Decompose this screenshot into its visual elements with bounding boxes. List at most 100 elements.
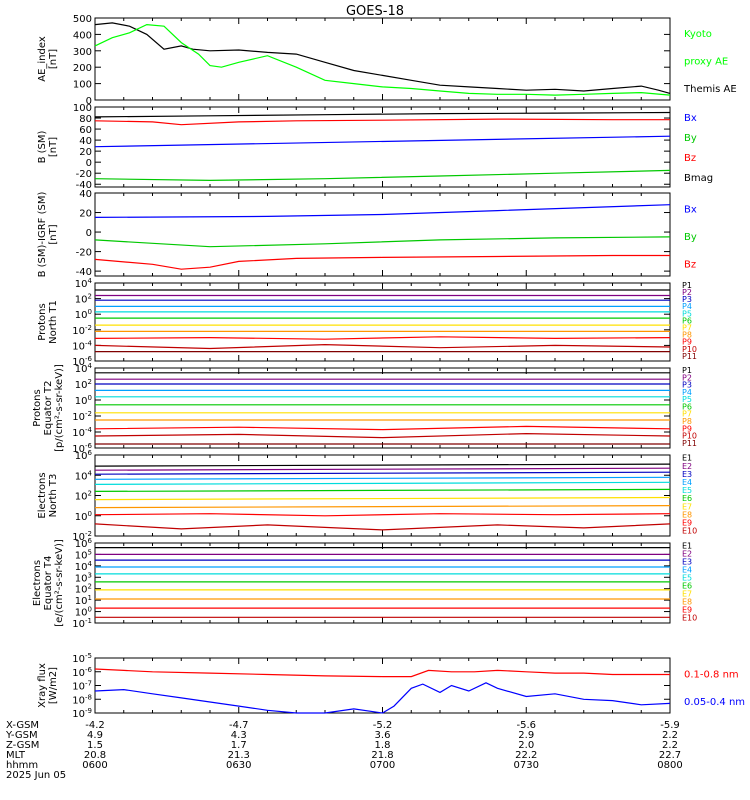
legend-label: E9 bbox=[682, 518, 692, 527]
legend-label: E5 bbox=[682, 574, 692, 583]
y-tick-label: 10-4 bbox=[72, 339, 92, 352]
legend-label: P6 bbox=[682, 316, 692, 325]
series-line-p9 bbox=[94, 425, 671, 431]
legend-label: P2 bbox=[682, 288, 692, 297]
series-line-0-05-0-4-nm bbox=[94, 682, 671, 714]
series-line-by bbox=[94, 169, 671, 182]
series-line-e7 bbox=[94, 496, 671, 501]
legend-label: 0.1-0.8 nm bbox=[684, 669, 739, 680]
orbit-value: 4.9 bbox=[87, 730, 103, 741]
y-tick-label: 102 bbox=[75, 583, 92, 596]
legend-label: Bz bbox=[684, 260, 696, 271]
y-tick-label: 20 bbox=[79, 209, 92, 220]
y-tick-label: 80 bbox=[79, 114, 92, 125]
y-tick-label: 104 bbox=[75, 277, 93, 290]
y-tick-label: 106 bbox=[75, 537, 93, 550]
legend-label: P11 bbox=[682, 439, 697, 448]
y-axis-label: Equator T2 bbox=[43, 381, 54, 436]
legend-label: E2 bbox=[682, 462, 692, 471]
series-line-p10 bbox=[94, 343, 671, 350]
y-axis-label: Equator T4 bbox=[43, 556, 54, 611]
legend-label: P1 bbox=[682, 366, 692, 375]
orbit-value: 2.2 bbox=[662, 730, 678, 741]
series-line-e8 bbox=[94, 505, 671, 509]
legend-label: E10 bbox=[682, 614, 697, 623]
legend-label: E8 bbox=[682, 598, 692, 607]
y-axis-label: North T1 bbox=[48, 300, 59, 344]
legend-label: E10 bbox=[682, 527, 697, 536]
y-tick-label: 10-7 bbox=[72, 680, 92, 693]
y-tick-label: 100 bbox=[73, 103, 92, 114]
y-tick-label: 100 bbox=[75, 606, 92, 619]
legend-label: Bmag bbox=[684, 173, 713, 184]
y-tick-label: 10-2 bbox=[72, 324, 92, 337]
legend-label: P9 bbox=[682, 424, 692, 433]
y-tick-label: -20 bbox=[76, 169, 92, 180]
y-tick-label: 10-4 bbox=[72, 426, 92, 439]
y-axis-label: [W/m2] bbox=[48, 667, 59, 704]
legend-label: Bz bbox=[684, 153, 696, 164]
orbit-value: -5.2 bbox=[373, 720, 393, 731]
y-tick-label: 105 bbox=[75, 548, 92, 561]
panel-frame bbox=[94, 282, 671, 362]
orbit-row-label: X-GSM bbox=[6, 720, 39, 731]
series-line-e1 bbox=[94, 463, 671, 467]
y-tick-label: 102 bbox=[75, 293, 92, 306]
y-tick-label: 10-2 bbox=[72, 410, 92, 423]
orbit-value: 21.8 bbox=[371, 750, 393, 761]
orbit-value: 2.0 bbox=[518, 740, 534, 751]
y-axis-label: B (SM)-IGRF (SM) bbox=[37, 192, 48, 278]
legend-label: proxy AE bbox=[684, 56, 728, 67]
y-tick-label: 104 bbox=[75, 469, 93, 482]
orbit-value: 4.3 bbox=[231, 730, 247, 741]
panel-frame bbox=[94, 657, 671, 714]
y-tick-label: 200 bbox=[73, 63, 92, 74]
legend-label: P2 bbox=[682, 373, 692, 382]
legend-label: P4 bbox=[682, 388, 692, 397]
legend-label: P8 bbox=[682, 331, 692, 340]
y-tick-label: 40 bbox=[79, 136, 92, 147]
orbit-value: 1.5 bbox=[87, 740, 103, 751]
y-tick-label: 104 bbox=[75, 362, 93, 375]
series-line-bmag bbox=[94, 111, 671, 118]
series-line-by bbox=[94, 236, 671, 248]
legend-label: P8 bbox=[682, 417, 692, 426]
y-tick-label: 10-6 bbox=[72, 666, 92, 679]
y-axis-label: Electrons bbox=[37, 472, 48, 518]
legend-label: P11 bbox=[682, 352, 697, 361]
orbit-value: 0730 bbox=[514, 760, 539, 771]
orbit-row-label: Z-GSM bbox=[6, 740, 39, 751]
legend-label: P9 bbox=[682, 338, 692, 347]
legend-label: Themis AE bbox=[683, 84, 737, 95]
series-line-p9 bbox=[94, 336, 671, 340]
legend-label: By bbox=[684, 232, 697, 243]
series-line-bx bbox=[94, 204, 671, 218]
y-axis-label: [nT] bbox=[48, 49, 59, 69]
series-line-0-1-0-8-nm bbox=[94, 668, 670, 678]
y-tick-label: 40 bbox=[79, 189, 92, 200]
series-line-e3 bbox=[94, 471, 671, 475]
series-line-e5 bbox=[94, 481, 671, 485]
orbit-value: 2.9 bbox=[518, 730, 534, 741]
y-tick-label: 0 bbox=[86, 228, 92, 239]
legend-label: E8 bbox=[682, 510, 692, 519]
panel-frame bbox=[94, 17, 671, 101]
y-tick-label: 104 bbox=[75, 560, 93, 573]
legend-label: P5 bbox=[682, 395, 692, 404]
orbit-value: 1.7 bbox=[231, 740, 247, 751]
legend-label: E4 bbox=[682, 566, 692, 575]
y-tick-label: 10-8 bbox=[72, 693, 92, 706]
orbit-value: 3.6 bbox=[375, 730, 391, 741]
orbit-value: 21.3 bbox=[228, 750, 250, 761]
y-tick-label: 300 bbox=[73, 47, 92, 58]
y-tick-label: 101 bbox=[75, 594, 92, 607]
y-axis-label: Protons bbox=[32, 389, 43, 426]
series-line-kyoto-proxy-ae bbox=[94, 23, 671, 96]
orbit-value: 2.2 bbox=[662, 740, 678, 751]
series-line-bz bbox=[94, 118, 670, 126]
y-tick-label: 400 bbox=[73, 30, 92, 41]
y-axis-label: [nT] bbox=[48, 137, 59, 157]
y-axis-label: [p/(cm²-s-sr-keV)] bbox=[54, 364, 65, 452]
y-tick-label: 106 bbox=[75, 449, 93, 462]
